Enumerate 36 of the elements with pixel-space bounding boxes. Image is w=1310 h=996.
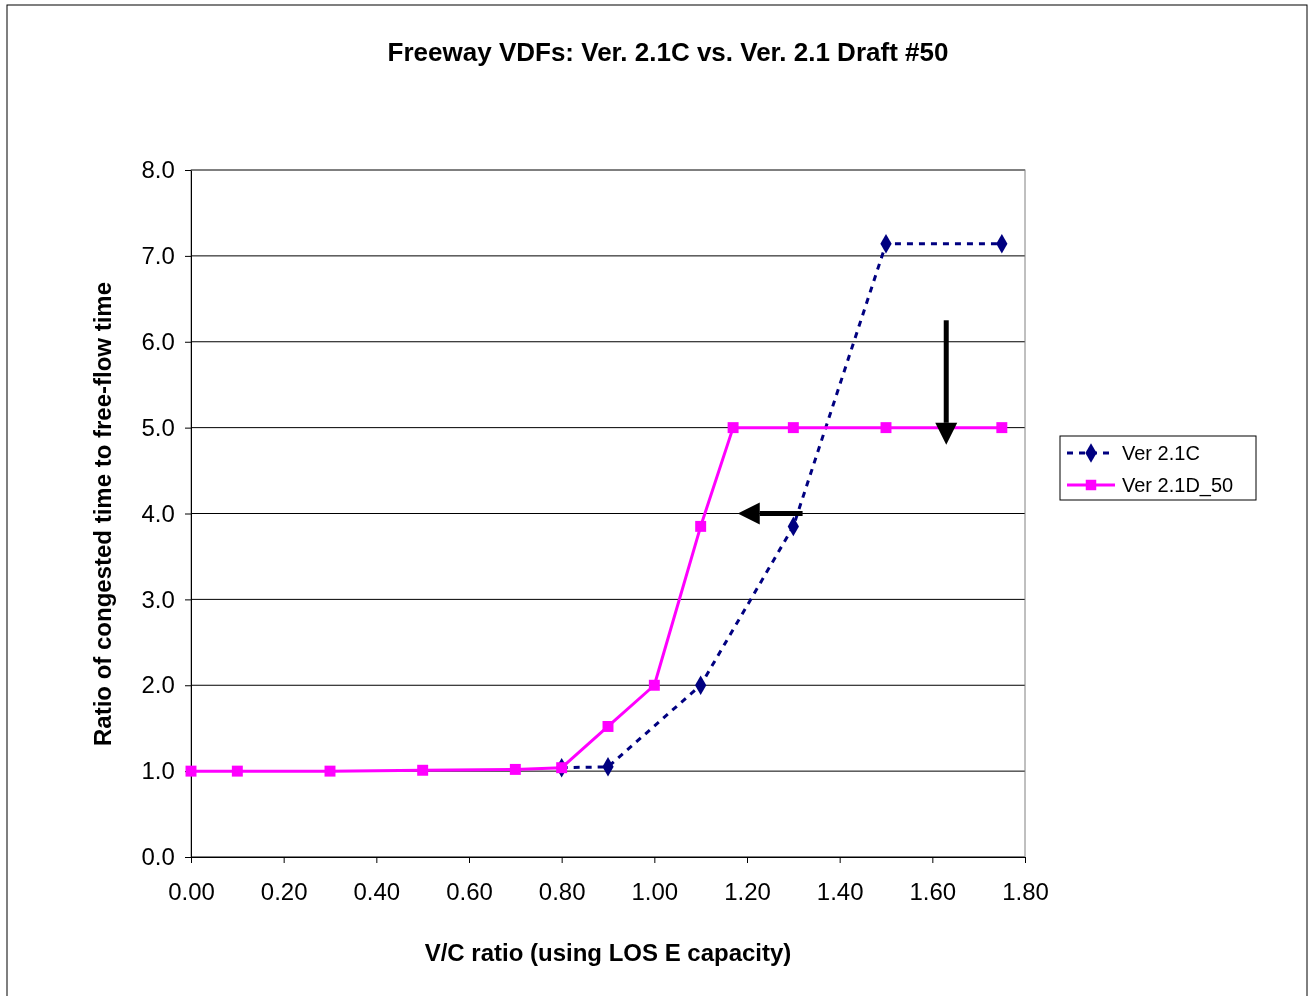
x-tick-label: 1.60 (909, 877, 957, 905)
point (602, 720, 614, 732)
x-tick-label: 1.20 (724, 877, 771, 905)
legend-label: Ver 2.1C (1122, 442, 1200, 464)
legend-label: Ver 2.1D_50 (1122, 474, 1234, 497)
point (727, 422, 739, 434)
y-tick-label: 0.0 (141, 843, 175, 871)
chart-title: Freeway VDFs: Ver. 2.1C vs. Ver. 2.1 Draft #50 (387, 37, 949, 67)
point (556, 762, 568, 774)
x-tick-label: 0.40 (353, 877, 401, 905)
x-tick-label: 0.20 (260, 877, 308, 905)
x-axis-title: V/C ratio (using LOS E capacity) (424, 939, 792, 966)
point (509, 763, 521, 775)
y-tick-label: 6.0 (141, 327, 175, 355)
y-tick-label: 2.0 (141, 671, 175, 699)
x-tick-label: 0.00 (168, 877, 215, 905)
point (880, 422, 892, 434)
point (695, 520, 707, 532)
x-tick-label: 0.80 (538, 877, 586, 905)
x-tick-label: 1.40 (816, 877, 864, 905)
point (787, 422, 799, 434)
y-tick-label: 7.0 (141, 242, 175, 270)
x-tick-label: 1.00 (631, 877, 679, 905)
point (996, 422, 1008, 434)
y-axis-title: Ratio of congested time to free-flow time (89, 281, 116, 747)
x-tick-label: 1.80 (1002, 877, 1049, 905)
point (417, 764, 429, 776)
y-tick-label: 3.0 (141, 585, 175, 613)
x-tick-label: 0.60 (446, 877, 493, 905)
y-tick-label: 4.0 (141, 499, 175, 527)
y-tick-label: 1.0 (141, 757, 175, 785)
point (648, 679, 660, 691)
point (231, 765, 243, 777)
point (324, 765, 336, 777)
y-tick-label: 5.0 (141, 413, 175, 441)
y-tick-label: 8.0 (141, 156, 175, 184)
